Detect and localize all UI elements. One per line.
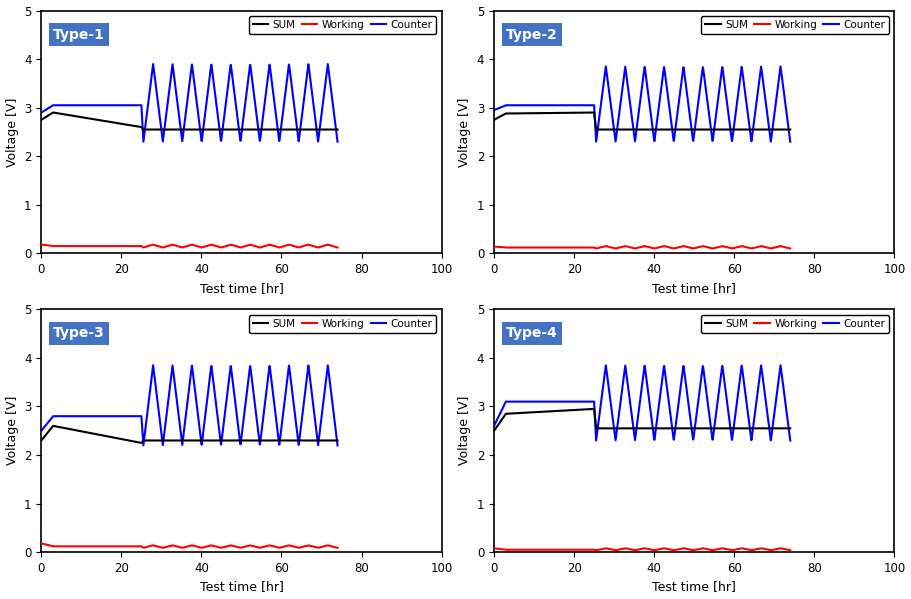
Legend: SUM, Working, Counter: SUM, Working, Counter [701,314,889,333]
Y-axis label: Voltage [V]: Voltage [V] [5,396,18,465]
X-axis label: Test time [hr]: Test time [hr] [652,580,736,594]
Legend: SUM, Working, Counter: SUM, Working, Counter [249,16,436,34]
Legend: SUM, Working, Counter: SUM, Working, Counter [701,16,889,34]
Text: Type-1: Type-1 [54,28,105,41]
Y-axis label: Voltage [V]: Voltage [V] [458,396,471,465]
Y-axis label: Voltage [V]: Voltage [V] [458,97,471,167]
X-axis label: Test time [hr]: Test time [hr] [200,580,283,594]
X-axis label: Test time [hr]: Test time [hr] [652,282,736,295]
Text: Type-2: Type-2 [507,28,558,41]
Y-axis label: Voltage [V]: Voltage [V] [5,97,18,167]
X-axis label: Test time [hr]: Test time [hr] [200,282,283,295]
Legend: SUM, Working, Counter: SUM, Working, Counter [249,314,436,333]
Text: Type-3: Type-3 [54,326,105,340]
Text: Type-4: Type-4 [507,326,558,340]
